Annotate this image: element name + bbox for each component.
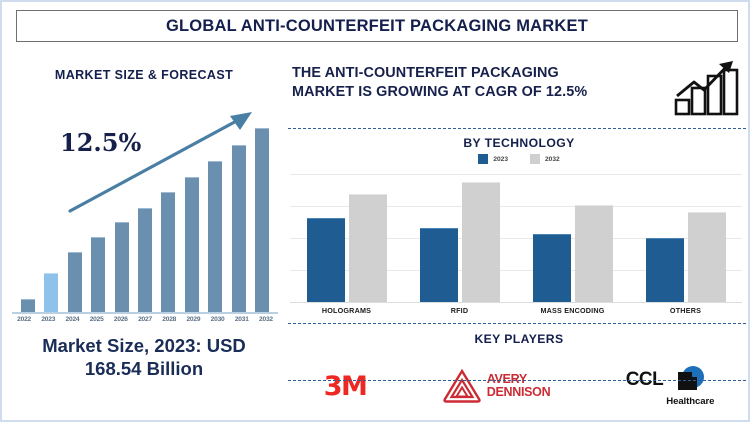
technology-category-label: RFID	[450, 306, 469, 315]
forecast-bar	[231, 144, 246, 312]
technology-bar	[574, 205, 613, 302]
technology-bar	[306, 217, 345, 302]
legend-item: 2032	[530, 154, 560, 164]
avery-line-2: DENNISON	[486, 385, 551, 399]
forecast-axis-line	[12, 312, 278, 314]
forecast-year-label: 2026	[113, 316, 128, 323]
technology-category-labels: HOLOGRAMS RFID MASS ENCODING OTHERS	[290, 306, 742, 315]
technology-category-label: HOLOGRAMS	[321, 306, 372, 315]
forecast-bar	[208, 160, 223, 312]
divider-bottom	[288, 380, 746, 381]
forecast-bar	[138, 207, 152, 312]
right-content-panel: THE ANTI-COUNTERFEIT PACKAGING MARKET IS…	[286, 50, 748, 420]
forecast-bar	[184, 176, 199, 312]
by-technology-label: BY TECHNOLOGY	[463, 136, 575, 150]
forecast-year-labels: 2022 2023 2024 2025 2026 2027 2028 2029 2030 2031…	[12, 316, 278, 323]
gridline	[290, 174, 742, 175]
ccl-wordmark: CCL	[625, 369, 664, 390]
chart-axis-line	[290, 302, 742, 303]
divider-middle	[288, 323, 746, 324]
gridline	[290, 206, 742, 207]
avery-dennison-wordmark: AVERY DENNISON	[487, 373, 551, 399]
legend-swatch	[478, 154, 489, 164]
forecast-year-label: 2022	[17, 316, 32, 323]
gridline	[290, 270, 742, 271]
forecast-year-label: 2031	[234, 316, 249, 323]
ccl-healthcare-logo	[678, 366, 705, 390]
key-players-row: 3M AVERY DENNISON CCL	[286, 350, 748, 420]
technology-bar	[461, 182, 500, 302]
forecast-year-label: 2027	[138, 316, 152, 323]
forecast-year-label: 2024	[65, 316, 80, 323]
forecast-bar	[91, 236, 106, 312]
market-size-line-1: Market Size, 2023: USD	[42, 335, 246, 356]
gridline	[290, 238, 742, 239]
technology-category-label: MASS ENCODING	[540, 306, 605, 315]
forecast-bar	[67, 251, 82, 312]
by-technology-chart	[290, 174, 742, 303]
forecast-year-label: 2023	[41, 316, 56, 323]
cagr-annotation: 12.5%	[60, 128, 142, 157]
market-size-forecast-chart	[16, 108, 274, 312]
forecast-year-label: 2029	[186, 316, 201, 323]
key-player-avery-dennison: AVERY DENNISON	[442, 368, 551, 404]
headline-line-1: THE ANTI-COUNTERFEIT PACKAGING	[292, 65, 559, 81]
market-size-forecast-panel: MARKET SIZE & FORECAST 12.5% 2022 2023 202…	[2, 50, 286, 420]
legend-label: 2032	[545, 155, 560, 163]
divider-top	[288, 128, 746, 129]
rising-arrow-icon	[68, 112, 252, 213]
legend-item: 2023	[478, 154, 508, 164]
technology-bar	[532, 234, 571, 302]
technology-bar	[419, 227, 458, 302]
forecast-bar	[44, 273, 59, 312]
forecast-bar	[20, 299, 35, 312]
avery-line-1: AVERY	[486, 372, 527, 387]
3m-logo: 3M	[323, 370, 368, 402]
legend-swatch	[530, 154, 540, 164]
forecast-bar	[161, 191, 176, 312]
technology-bar	[645, 238, 684, 302]
legend-label: 2023	[493, 155, 508, 163]
key-player-ccl-healthcare: CCL Healthcare	[625, 365, 714, 407]
bar-chart-growth-icon	[674, 61, 739, 116]
key-player-3m: 3M	[323, 370, 368, 402]
technology-bar	[348, 194, 387, 302]
forecast-bar	[114, 221, 129, 312]
technology-category-label: OTHERS	[669, 306, 702, 315]
headline-line-2: MARKET IS GROWING AT CAGR OF 12.5%	[292, 84, 588, 101]
forecast-year-label: 2028	[162, 316, 177, 323]
page-title-box: GLOBAL ANTI-COUNTERFEIT PACKAGING MARKET	[16, 10, 738, 42]
key-players-label: KEY PLAYERS	[474, 332, 564, 346]
ccl-healthcare-label: Healthcare	[666, 396, 715, 407]
ccl-mark-group: Healthcare	[666, 365, 714, 407]
left-section-title: MARKET SIZE & FORECAST	[54, 68, 234, 82]
technology-bar	[687, 211, 726, 302]
forecast-year-label: 2025	[89, 316, 104, 323]
forecast-year-label: 2032	[259, 316, 273, 323]
forecast-year-label: 2030	[210, 316, 225, 323]
technology-chart-legend: 2023 2032	[286, 154, 748, 164]
market-size-callout: Market Size, 2023: USD 168.54 Billion	[2, 335, 286, 380]
avery-dennison-logo	[443, 368, 481, 403]
growth-headline: THE ANTI-COUNTERFEIT PACKAGING MARKET IS…	[292, 64, 652, 102]
page-title: GLOBAL ANTI-COUNTERFEIT PACKAGING MARKET	[165, 16, 588, 35]
market-size-line-2: 168.54 Billion	[84, 357, 204, 379]
forecast-bar	[255, 128, 270, 312]
